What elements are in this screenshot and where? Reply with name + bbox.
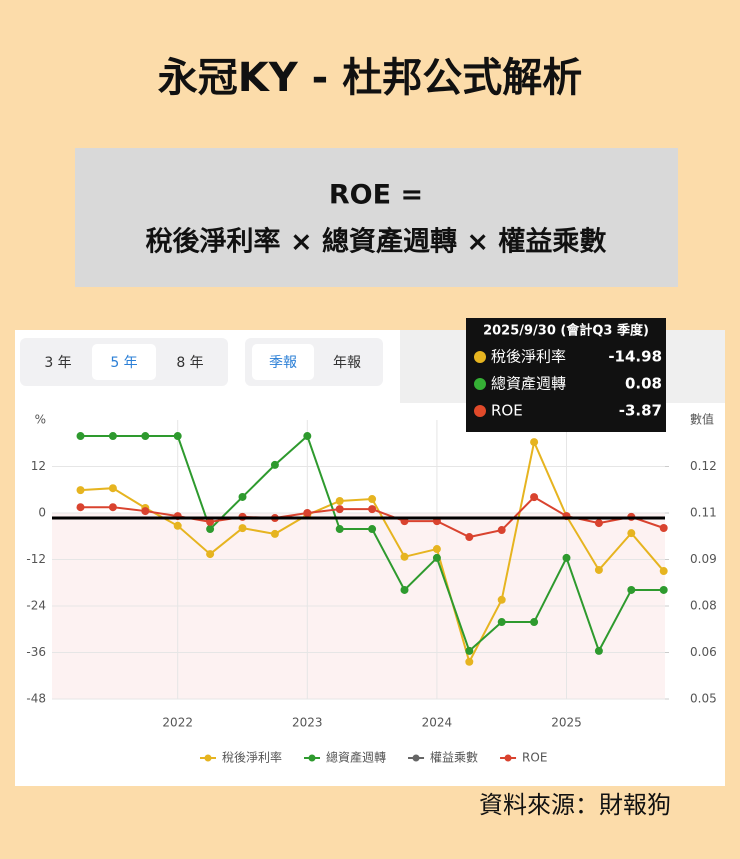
data-point xyxy=(108,432,117,441)
data-point xyxy=(659,585,668,594)
period-button[interactable]: 季報 xyxy=(269,355,297,371)
legend-dot xyxy=(412,754,420,762)
data-point xyxy=(659,523,668,532)
data-point xyxy=(173,432,182,441)
legend-dot xyxy=(204,754,212,762)
data-point xyxy=(270,529,279,538)
formula-box xyxy=(75,148,678,287)
data-point xyxy=(627,585,636,594)
data-point xyxy=(530,438,539,447)
data-point xyxy=(562,553,571,562)
tooltip-name: 稅後淨利率 xyxy=(491,348,566,366)
data-point xyxy=(497,526,506,535)
y-tick-label: -48 xyxy=(26,692,46,706)
y2-tick-label: 0.09 xyxy=(690,552,717,566)
y2-tick-label: 0.12 xyxy=(690,459,717,473)
legend-label: 稅後淨利率 xyxy=(222,750,282,765)
data-point xyxy=(465,646,474,655)
data-point xyxy=(141,507,150,516)
data-point xyxy=(530,618,539,627)
y-tick-label: -24 xyxy=(26,599,46,613)
x-tick-label: 2023 xyxy=(292,716,323,730)
tooltip-dot xyxy=(474,351,486,363)
y-tick-label: -36 xyxy=(26,645,46,659)
data-point xyxy=(270,460,279,469)
title: 永冠KY - 杜邦公式解析 xyxy=(158,55,582,101)
data-point xyxy=(594,646,603,655)
y2-axis-label: 數值 xyxy=(690,412,714,427)
data-point xyxy=(335,496,344,505)
data-point xyxy=(206,550,215,559)
tooltip-value: -3.87 xyxy=(619,402,662,420)
legend-label: ROE xyxy=(522,751,547,765)
y-tick-label: 12 xyxy=(31,459,46,473)
data-point xyxy=(465,657,474,666)
data-point xyxy=(108,503,117,512)
y2-tick-label: 0.05 xyxy=(690,692,717,706)
tooltip-dot xyxy=(474,405,486,417)
data-point xyxy=(76,486,85,495)
data-point xyxy=(659,567,668,576)
range-button[interactable]: 5 年 xyxy=(110,355,137,371)
y-axis-label: % xyxy=(35,413,46,427)
data-point xyxy=(206,525,215,534)
data-point xyxy=(238,492,247,501)
data-point xyxy=(303,509,312,517)
x-tick-label: 2024 xyxy=(422,716,453,730)
data-point xyxy=(335,505,344,514)
data-point xyxy=(400,552,409,561)
data-point xyxy=(594,519,603,528)
formula-line: 稅後淨利率 × 總資產週轉 × 權益乘數 xyxy=(146,226,607,258)
legend-label: 總資產週轉 xyxy=(326,750,386,765)
selected-button xyxy=(252,344,314,380)
data-point xyxy=(497,618,506,627)
source: 資料來源：財報狗 xyxy=(479,791,671,819)
data-point xyxy=(594,565,603,574)
data-point xyxy=(497,595,506,604)
period-button[interactable]: 年報 xyxy=(333,355,361,371)
data-point xyxy=(303,432,312,441)
tooltip-title: 2025/9/30 (會計Q3 季度) xyxy=(483,323,649,339)
x-tick-label: 2022 xyxy=(162,716,193,730)
y2-tick-label: 0.11 xyxy=(690,506,717,520)
data-point xyxy=(432,553,441,562)
tooltip-name: ROE xyxy=(491,402,523,420)
data-point xyxy=(368,525,377,534)
y2-tick-label: 0.06 xyxy=(690,645,717,659)
y-tick-label: -12 xyxy=(26,552,46,566)
legend-dot xyxy=(504,754,512,762)
data-point xyxy=(530,493,539,502)
data-point xyxy=(368,505,377,514)
tooltip-name: 總資產週轉 xyxy=(491,375,566,393)
data-point xyxy=(206,517,215,526)
y2-tick-label: 0.08 xyxy=(690,599,717,613)
tooltip-dot xyxy=(474,378,486,390)
legend-dot xyxy=(308,754,316,762)
tooltip xyxy=(466,318,666,432)
selected-button xyxy=(92,344,156,380)
data-point xyxy=(76,432,85,441)
data-point xyxy=(335,525,344,534)
data-point xyxy=(432,545,441,554)
x-tick-label: 2025 xyxy=(551,716,582,730)
data-point xyxy=(465,533,474,542)
y-tick-label: 0 xyxy=(38,506,46,520)
data-point xyxy=(368,495,377,504)
data-point xyxy=(173,521,182,530)
tooltip-value: 0.08 xyxy=(625,375,662,393)
data-point xyxy=(238,524,247,533)
tooltip-value: -14.98 xyxy=(608,348,662,366)
data-point xyxy=(141,432,150,441)
data-point xyxy=(400,585,409,594)
range-button[interactable]: 3 年 xyxy=(44,355,71,371)
data-point xyxy=(627,529,636,538)
data-point xyxy=(76,503,85,512)
formula-line: ROE = xyxy=(329,180,423,211)
data-point xyxy=(108,484,117,493)
range-button[interactable]: 8 年 xyxy=(176,355,203,371)
legend-label: 權益乘數 xyxy=(430,751,478,765)
